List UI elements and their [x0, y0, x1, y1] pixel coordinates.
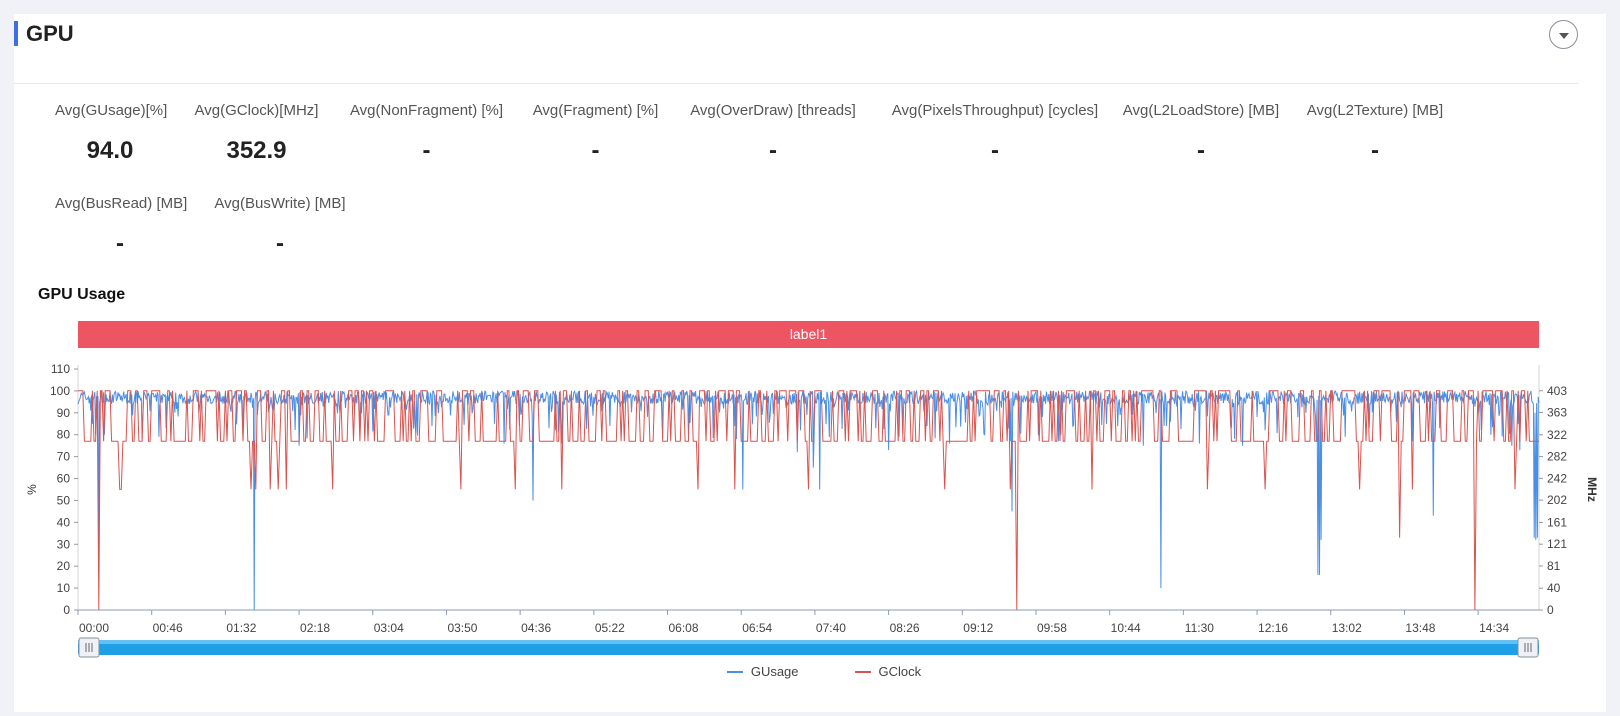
y-left-tick-label: 10	[57, 581, 71, 595]
x-tick-label: 06:54	[742, 621, 772, 635]
x-tick-label: 00:00	[79, 621, 109, 635]
gpu-card	[14, 14, 1606, 712]
legend-item-gusage[interactable]: GUsage	[699, 664, 799, 679]
x-tick-label: 00:46	[153, 621, 183, 635]
chart-legend: GUsage GClock	[0, 664, 1620, 679]
metric-label: Avg(GUsage)[%]	[55, 102, 168, 119]
metric-label: Avg(BusWrite) [MB]	[214, 195, 346, 212]
metric-label: Avg(NonFragment) [%]	[349, 102, 504, 119]
x-tick-label: 09:58	[1037, 621, 1067, 635]
y-right-tick-label: 121	[1547, 537, 1567, 551]
metric-8: Avg(BusRead) [MB] -	[55, 194, 188, 259]
y-left-tick-label: 50	[57, 493, 71, 507]
series-line-gclock	[78, 390, 1539, 611]
x-tick-label: 12:16	[1258, 621, 1288, 635]
x-tick-label: 07:40	[816, 621, 846, 635]
x-tick-label: 09:12	[963, 621, 993, 635]
metric-label: Avg(L2Texture) [MB]	[1306, 102, 1444, 119]
metric-9: Avg(BusWrite) [MB] -	[214, 194, 346, 259]
metric-2: Avg(NonFragment) [%] -	[348, 101, 505, 166]
metric-4: Avg(OverDraw) [threads] -	[688, 101, 858, 166]
y-right-tick-label: 363	[1547, 406, 1567, 420]
y-left-tick-label: 100	[50, 384, 70, 398]
y-left-tick-label: 20	[57, 559, 71, 573]
legend-swatch-gusage	[726, 670, 743, 673]
x-tick-label: 08:26	[890, 621, 920, 635]
x-tick-label: 14:34	[1479, 621, 1509, 635]
metric-label: Avg(GClock)[MHz]	[194, 102, 319, 119]
y-left-tick-label: 30	[57, 537, 71, 551]
metric-value: 94.0	[86, 137, 134, 164]
metric-1: Avg(GClock)[MHz] 352.9	[194, 101, 319, 166]
label-band[interactable]: label1	[78, 321, 1539, 348]
legend-label-gusage: GUsage	[750, 664, 799, 679]
y-right-tick-label: 322	[1547, 428, 1567, 442]
caret-down-icon	[1558, 32, 1569, 39]
x-tick-label: 03:04	[374, 621, 404, 635]
x-tick-label: 11:30	[1185, 621, 1214, 635]
metric-value: -	[1197, 137, 1205, 164]
x-tick-label: 01:32	[226, 621, 256, 635]
metric-7: Avg(L2Texture) [MB] -	[1305, 101, 1445, 166]
legend-swatch-gclock	[854, 670, 871, 673]
x-tick-label: 10:44	[1111, 621, 1141, 635]
y-right-axis-label: MHz	[1585, 477, 1599, 502]
y-right-tick-label: 202	[1547, 493, 1567, 507]
y-right-tick-label: 403	[1547, 384, 1567, 398]
y-right-tick-label: 242	[1547, 471, 1567, 485]
x-tick-label: 06:08	[669, 621, 699, 635]
series-line-gusage	[77, 389, 1540, 611]
legend-item-gclock[interactable]: GClock	[827, 664, 922, 679]
y-right-tick-label: 81	[1547, 559, 1561, 573]
x-tick-label: 03:50	[447, 621, 477, 635]
y-left-tick-label: 60	[57, 472, 71, 486]
y-right-tick-label: 282	[1547, 450, 1567, 464]
x-tick-label: 05:22	[595, 621, 625, 635]
metric-value: -	[422, 137, 431, 164]
metric-value: -	[276, 230, 284, 257]
metric-label: Avg(BusRead) [MB]	[55, 195, 188, 212]
y-left-tick-label: 0	[63, 603, 70, 617]
metric-label: Avg(PixelsThroughput) [cycles]	[891, 102, 1099, 119]
metric-label: Avg(OverDraw) [threads]	[690, 102, 856, 119]
legend-label-gclock: GClock	[878, 664, 922, 679]
y-left-tick-label: 40	[57, 515, 71, 529]
y-right-tick-label: 0	[1547, 603, 1554, 617]
x-tick-label: 02:18	[300, 621, 330, 635]
section-header: GPU	[14, 20, 1578, 84]
metric-value: -	[1371, 137, 1379, 164]
metric-value: -	[591, 137, 600, 164]
x-tick-label: 13:48	[1405, 621, 1435, 635]
y-left-tick-label: 90	[57, 406, 71, 420]
zoom-slider-highlight	[78, 640, 1539, 644]
metric-3: Avg(Fragment) [%] -	[531, 101, 660, 166]
metric-value: -	[116, 230, 124, 257]
x-tick-label: 04:36	[521, 621, 551, 635]
metric-label: Avg(Fragment) [%]	[532, 102, 659, 119]
x-tick-label: 13:02	[1332, 621, 1362, 635]
metric-value: -	[769, 137, 777, 164]
y-left-tick-label: 80	[57, 428, 71, 442]
metric-6: Avg(L2LoadStore) [MB] -	[1121, 101, 1281, 166]
title-accent-bar	[14, 21, 18, 46]
y-left-tick-label: 70	[57, 450, 71, 464]
y-left-tick-label: 110	[51, 362, 70, 376]
collapse-toggle-button[interactable]	[1549, 20, 1578, 49]
metric-5: Avg(PixelsThroughput) [cycles] -	[885, 101, 1105, 166]
chart-title: GPU Usage	[38, 286, 126, 303]
metric-label: Avg(L2LoadStore) [MB]	[1122, 102, 1280, 119]
section-title: GPU	[26, 21, 74, 46]
y-left-axis-label: %	[25, 484, 39, 495]
metric-0: Avg(GUsage)[%] 94.0	[55, 101, 168, 166]
metric-value: -	[991, 137, 999, 164]
metric-value: 352.9	[226, 137, 287, 164]
y-right-tick-label: 161	[1547, 515, 1567, 529]
y-right-tick-label: 40	[1547, 581, 1561, 595]
